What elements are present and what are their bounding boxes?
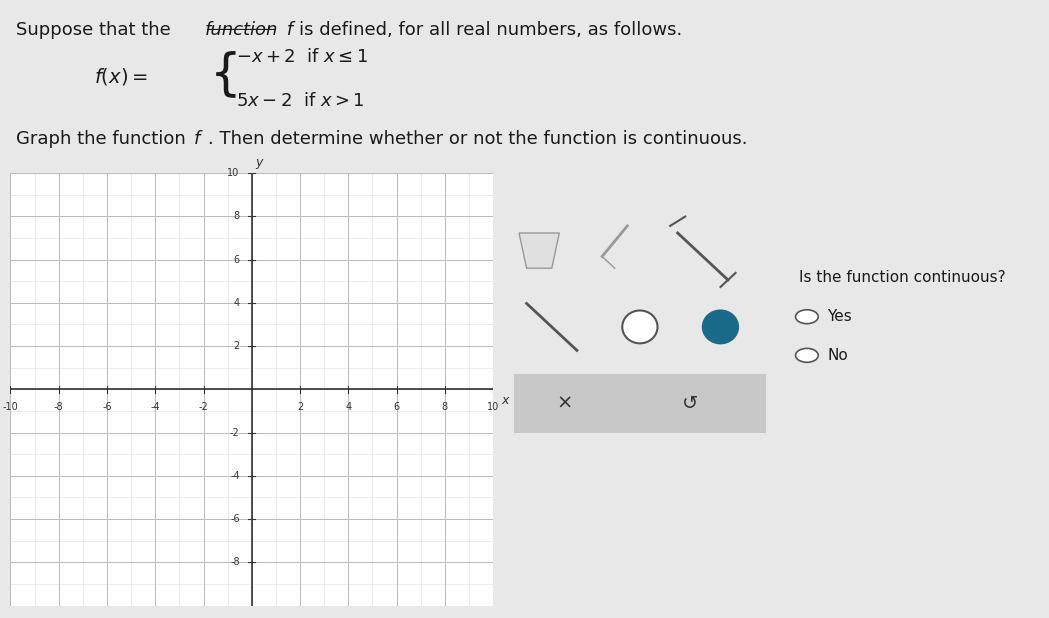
Circle shape bbox=[795, 310, 818, 324]
Text: 2: 2 bbox=[297, 402, 303, 412]
Text: y: y bbox=[255, 156, 262, 169]
Text: 2: 2 bbox=[234, 341, 239, 351]
Text: 8: 8 bbox=[442, 402, 448, 412]
Text: -6: -6 bbox=[102, 402, 112, 412]
Text: -8: -8 bbox=[230, 557, 239, 567]
Text: 8: 8 bbox=[234, 211, 239, 221]
Text: -10: -10 bbox=[2, 402, 19, 412]
Text: -2: -2 bbox=[198, 402, 209, 412]
Text: 4: 4 bbox=[345, 402, 351, 412]
Text: function: function bbox=[205, 21, 278, 39]
Text: ×: × bbox=[556, 394, 573, 413]
Text: Is the function continuous?: Is the function continuous? bbox=[799, 271, 1006, 286]
Text: 6: 6 bbox=[234, 255, 239, 265]
Text: {: { bbox=[210, 51, 241, 98]
Text: . Then determine whether or not the function is continuous.: . Then determine whether or not the func… bbox=[208, 130, 747, 148]
Polygon shape bbox=[519, 233, 559, 268]
Text: -2: -2 bbox=[230, 428, 239, 438]
Text: 6: 6 bbox=[393, 402, 400, 412]
Text: $5x-2$  if $x > 1$: $5x-2$ if $x > 1$ bbox=[236, 91, 365, 110]
Text: 10: 10 bbox=[228, 168, 239, 178]
Bar bbox=[514, 374, 766, 433]
Text: -6: -6 bbox=[230, 514, 239, 524]
Text: $-x+2$  if $x \leq 1$: $-x+2$ if $x \leq 1$ bbox=[236, 48, 368, 67]
Text: f: f bbox=[281, 21, 294, 39]
Circle shape bbox=[622, 310, 658, 344]
Text: x: x bbox=[501, 394, 509, 407]
Text: ↺: ↺ bbox=[682, 394, 699, 413]
Text: Suppose that the: Suppose that the bbox=[16, 21, 176, 39]
Text: 10: 10 bbox=[487, 402, 499, 412]
Text: -8: -8 bbox=[53, 402, 64, 412]
Circle shape bbox=[795, 349, 818, 362]
Text: -4: -4 bbox=[150, 402, 160, 412]
Text: is defined, for all real numbers, as follows.: is defined, for all real numbers, as fol… bbox=[299, 21, 682, 39]
Text: Graph the function: Graph the function bbox=[16, 130, 191, 148]
Text: f: f bbox=[194, 130, 200, 148]
Text: -4: -4 bbox=[230, 471, 239, 481]
Text: $f(x) =$: $f(x) =$ bbox=[94, 66, 148, 87]
Circle shape bbox=[703, 310, 738, 344]
Text: No: No bbox=[827, 348, 848, 363]
Text: Yes: Yes bbox=[827, 309, 852, 324]
Text: 4: 4 bbox=[234, 298, 239, 308]
